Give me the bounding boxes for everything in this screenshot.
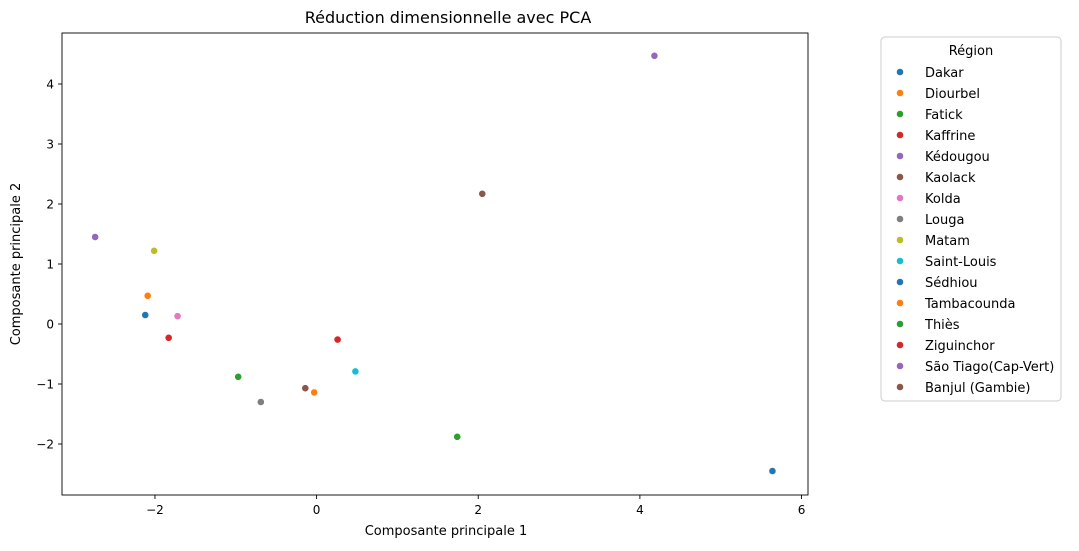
- x-tick-label: 4: [636, 503, 644, 517]
- legend-label: Dakar: [925, 66, 964, 81]
- scatter-point: [351, 367, 360, 376]
- scatter-point: [310, 388, 319, 397]
- scatter-point: [143, 291, 152, 300]
- legend-marker: [896, 257, 904, 265]
- legend-marker: [896, 383, 904, 391]
- legend-marker: [896, 362, 904, 370]
- legend-label: Diourbel: [925, 87, 980, 102]
- legend-label: Kaffrine: [925, 129, 975, 144]
- legend-label: São Tiago(Cap-Vert): [925, 360, 1054, 375]
- x-tick-label: 6: [798, 503, 806, 517]
- scatter-point: [91, 233, 100, 241]
- legend-label: Fatick: [925, 108, 963, 123]
- legend-label: Kolda: [925, 192, 961, 207]
- scatter-point: [164, 333, 173, 342]
- legend-label: Kédougou: [925, 150, 990, 165]
- y-tick-label: −1: [36, 378, 54, 392]
- legend-label: Thiès: [924, 318, 960, 333]
- x-tick-label: 0: [313, 503, 321, 517]
- legend-marker: [896, 236, 904, 244]
- x-axis-ticks: −2 0 2 4 6: [146, 495, 805, 517]
- scatter-point: [650, 51, 659, 60]
- legend-marker: [896, 320, 904, 328]
- scatter-point: [234, 372, 243, 381]
- scatter-point: [301, 384, 310, 393]
- scatter-point: [478, 189, 487, 198]
- y-tick-label: 0: [46, 318, 54, 332]
- legend-marker: [896, 194, 904, 202]
- legend-marker: [896, 131, 904, 139]
- scatter-point: [453, 432, 462, 441]
- scatter-point: [333, 335, 342, 344]
- legend-label: Louga: [925, 213, 964, 228]
- y-tick-label: 2: [46, 198, 54, 212]
- legend-label: Banjul (Gambie): [925, 381, 1030, 396]
- legend-label: Saint-Louis: [925, 255, 997, 270]
- y-tick-label: −2: [36, 438, 54, 452]
- legend-label: Ziguinchor: [925, 339, 995, 354]
- legend-label: Sédhiou: [925, 276, 978, 291]
- legend-marker: [896, 89, 904, 97]
- legend-marker: [896, 152, 904, 160]
- scatter-point: [256, 398, 265, 406]
- legend-marker: [896, 173, 904, 181]
- legend-label: Tambacounda: [924, 297, 1015, 312]
- scatter-points: [91, 51, 777, 475]
- legend-box: [880, 36, 1062, 402]
- y-tick-label: 4: [46, 78, 54, 92]
- y-tick-label: 1: [46, 258, 54, 272]
- legend-marker: [896, 299, 904, 307]
- legend-items: Dakar Diourbel Fatick Kaffrine Kédougou Kaola…: [896, 66, 1054, 396]
- scatter-point: [173, 312, 182, 321]
- y-axis-label: Composante principale 2: [9, 183, 24, 346]
- legend-marker: [896, 278, 904, 286]
- legend-marker: [896, 215, 904, 223]
- x-axis-label: Composante principale 1: [365, 524, 528, 539]
- scatter-point: [768, 467, 777, 475]
- x-tick-label: −2: [146, 503, 164, 517]
- legend-label: Matam: [925, 234, 970, 249]
- legend-label: Kaolack: [925, 171, 976, 186]
- legend-marker: [896, 341, 904, 349]
- y-tick-label: 3: [46, 138, 54, 152]
- legend-title: Région: [949, 44, 994, 59]
- chart-title: Réduction dimensionnelle avec PCA: [305, 8, 592, 27]
- legend-marker: [896, 68, 904, 76]
- scatter-point: [141, 311, 150, 319]
- legend: Région Dakar Diourbel Fatick Kaffrine Kédoug…: [880, 36, 1062, 402]
- y-axis-ticks: −2 −1 0 1 2 3 4: [36, 78, 62, 452]
- x-tick-label: 2: [474, 503, 482, 517]
- legend-marker: [896, 110, 904, 118]
- scatter-point: [150, 246, 159, 255]
